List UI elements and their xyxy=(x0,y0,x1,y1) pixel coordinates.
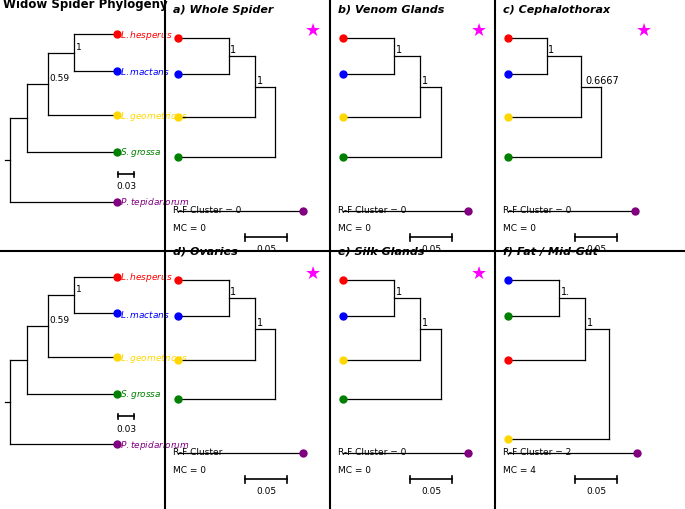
Text: ★: ★ xyxy=(306,264,321,282)
Text: 1: 1 xyxy=(76,285,82,293)
Text: $\it{L. hesperus}$: $\it{L. hesperus}$ xyxy=(120,29,173,42)
Text: 1: 1 xyxy=(230,45,236,55)
Text: $\it{P. tepidariorum}$: $\it{P. tepidariorum}$ xyxy=(120,196,190,209)
Text: 1: 1 xyxy=(422,317,428,327)
Text: $\it{L. geometricus}$: $\it{L. geometricus}$ xyxy=(120,351,188,364)
Text: R-F Cluster: R-F Cluster xyxy=(173,447,223,456)
Text: 0.05: 0.05 xyxy=(586,486,606,495)
Text: f) Fat / Mid-Gut: f) Fat / Mid-Gut xyxy=(503,246,598,256)
Text: $\it{S. grossa}$: $\it{S. grossa}$ xyxy=(120,387,162,401)
Text: 0.59: 0.59 xyxy=(49,74,69,83)
Text: MC = 0: MC = 0 xyxy=(173,465,206,474)
Text: MC = 0: MC = 0 xyxy=(173,224,206,233)
Text: b) Venom Glands: b) Venom Glands xyxy=(338,5,445,14)
Text: MC = 4: MC = 4 xyxy=(503,465,536,474)
Text: d) Ovaries: d) Ovaries xyxy=(173,246,238,256)
Text: 1: 1 xyxy=(257,317,263,327)
Text: ★: ★ xyxy=(471,264,486,282)
Text: 1: 1 xyxy=(422,75,428,86)
Text: 1: 1 xyxy=(230,287,236,297)
Text: 0.03: 0.03 xyxy=(116,423,136,433)
Text: ★: ★ xyxy=(636,22,651,40)
Text: 0.05: 0.05 xyxy=(256,486,276,495)
Text: MC = 0: MC = 0 xyxy=(338,224,371,233)
Text: 0.03: 0.03 xyxy=(116,182,136,191)
Text: $\it{P. tepidariorum}$: $\it{P. tepidariorum}$ xyxy=(120,438,190,451)
Text: ★: ★ xyxy=(471,22,486,40)
Text: R-F Cluster = 0: R-F Cluster = 0 xyxy=(338,447,407,456)
Text: R-F Cluster = 0: R-F Cluster = 0 xyxy=(503,205,572,214)
Text: 0.6667: 0.6667 xyxy=(586,75,619,86)
Text: $\it{L. geometricus}$: $\it{L. geometricus}$ xyxy=(120,109,188,123)
Text: Widow Spider Phylogeny: Widow Spider Phylogeny xyxy=(3,0,168,11)
Text: e) Silk Glands: e) Silk Glands xyxy=(338,246,425,256)
Text: c) Cephalothorax: c) Cephalothorax xyxy=(503,5,610,14)
Text: R-F Cluster = 0: R-F Cluster = 0 xyxy=(338,205,407,214)
Text: 1: 1 xyxy=(548,45,554,55)
Text: ★: ★ xyxy=(306,22,321,40)
Text: 0.05: 0.05 xyxy=(586,244,606,253)
Text: 1.: 1. xyxy=(560,287,570,297)
Text: MC = 0: MC = 0 xyxy=(503,224,536,233)
Text: 0.05: 0.05 xyxy=(256,244,276,253)
Text: 0.59: 0.59 xyxy=(49,316,69,325)
Text: 1: 1 xyxy=(587,317,593,327)
Text: MC = 0: MC = 0 xyxy=(338,465,371,474)
Text: $\it{L. mactans}$: $\it{L. mactans}$ xyxy=(120,66,170,77)
Text: R-F Cluster = 0: R-F Cluster = 0 xyxy=(173,205,242,214)
Text: $\it{L. hesperus}$: $\it{L. hesperus}$ xyxy=(120,271,173,284)
Text: 1: 1 xyxy=(395,45,401,55)
Text: 0.05: 0.05 xyxy=(421,244,441,253)
Text: $\it{L. mactans}$: $\it{L. mactans}$ xyxy=(120,308,170,319)
Text: R-F Cluster = 2: R-F Cluster = 2 xyxy=(503,447,571,456)
Text: 1: 1 xyxy=(395,287,401,297)
Text: 0.05: 0.05 xyxy=(421,486,441,495)
Text: a) Whole Spider: a) Whole Spider xyxy=(173,5,273,14)
Text: $\it{S. grossa}$: $\it{S. grossa}$ xyxy=(120,146,162,159)
Text: 1: 1 xyxy=(76,43,82,51)
Text: 1: 1 xyxy=(257,75,263,86)
